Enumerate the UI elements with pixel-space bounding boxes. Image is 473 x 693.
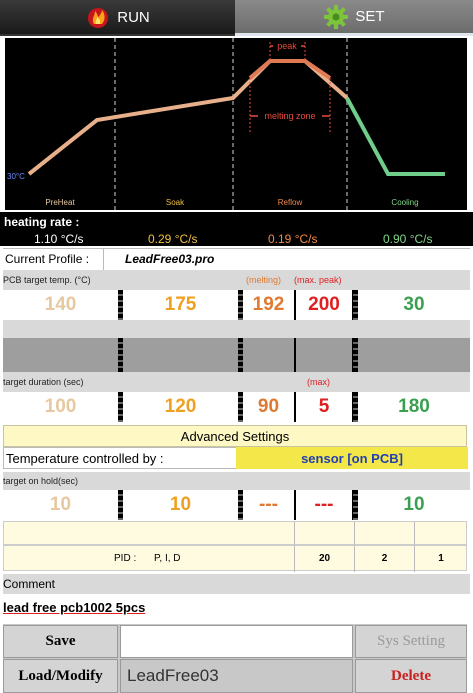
current-profile-label: Current Profile : [5,252,90,266]
column-separator [238,392,243,422]
temp-control-label: Temperature controlled by : [6,451,164,466]
pid-params: P, I, D [154,553,181,564]
reflow-profile-chart: peak melting zone 30°C PreHeat Soak Refl… [5,38,467,210]
peak-label: peak [277,41,297,51]
hold-soak-field[interactable]: 10 [123,490,238,520]
load-modify-button[interactable]: Load/Modify [3,659,118,693]
pid-i-field[interactable]: 2 [381,552,388,564]
temp-control-selector[interactable]: sensor [on PCB] [236,447,468,469]
pcb-temp-preheat-field[interactable]: 140 [3,290,118,320]
heating-rate-soak: 0.29 °C/s [148,232,198,246]
comment-label: Comment [3,577,56,591]
duration-header: target duration (sec) (max) [3,372,470,392]
column-separator [238,490,243,520]
pid-label: PID : [114,553,137,564]
hold-melting-field[interactable]: --- [243,490,294,520]
pcb-temp-peak-field[interactable]: 200 [296,290,352,320]
max-peak-label: (max. peak) [294,275,342,285]
delete-button[interactable]: Delete [355,659,467,693]
sys-setting-button[interactable]: Sys Setting [355,625,467,658]
pcb-temp-header: PCB target temp. (°C) (melting) (max. pe… [3,270,470,290]
heating-rate-reflow: 0.19 °C/s [268,232,318,246]
pid-row: PID : P, I, D 20 2 1 [3,545,467,572]
duration-soak-field[interactable]: 120 [123,392,238,422]
reflow-curve [248,59,332,80]
comment-text: lead free pcb1002 5pcs [3,600,146,615]
save-button[interactable]: Save [3,625,118,658]
pcb-temp-melting-field[interactable]: 192 [243,290,294,320]
duration-preheat-field[interactable]: 100 [3,392,118,422]
current-profile-name: LeadFree03.pro [125,252,215,266]
tab-set-label: SET [355,8,385,25]
pcb-temp-soak-field[interactable]: 175 [123,290,238,320]
column-separator [238,290,243,320]
hold-preheat-field[interactable]: 10 [3,490,118,520]
melting-label: (melting) [246,275,282,285]
temp-control-row: Temperature controlled by : sensor [on P… [3,447,468,469]
column-separator [118,338,123,372]
hold-label: target on hold(sec) [3,476,79,486]
grey-band [3,338,470,372]
zone-label-reflow: Reflow [278,198,303,207]
pcb-temp-row: 140 175 192 200 30 [3,290,470,320]
zone-label-preheat: PreHeat [45,198,75,207]
pcb-temp-cooling-field[interactable]: 30 [358,290,470,320]
profile-select[interactable]: LeadFree03 [120,659,353,693]
spacer-row [3,320,470,338]
tab-run-label: RUN [117,8,150,26]
comment-header: Comment [3,574,470,594]
zone-label-soak: Soak [166,198,185,207]
melting-zone-label: melting zone [264,111,315,121]
pid-spacer [3,521,467,546]
duration-max-label: (max) [307,377,330,387]
duration-melting-field[interactable]: 90 [243,392,294,422]
column-separator [353,338,358,372]
column-separator [118,290,123,320]
fire-icon [88,8,109,28]
duration-row: 100 120 90 5 180 [3,392,470,422]
hold-cooling-field[interactable]: 10 [358,490,470,520]
hold-header: target on hold(sec) [3,472,470,490]
gear-icon [324,4,349,29]
cooling-curve [345,97,445,176]
start-temp-label: 30°C [7,172,25,181]
duration-peak-field[interactable]: 5 [296,392,352,422]
heating-rate-cooling: 0.90 °C/s [383,232,433,246]
duration-cooling-field[interactable]: 180 [358,392,470,422]
column-separator [238,338,243,372]
hold-row: 10 10 --- --- 10 [3,490,470,520]
current-profile-row: Current Profile : LeadFree03.pro [3,248,470,272]
column-separator [353,290,358,320]
column-separator [353,392,358,422]
comment-field[interactable]: lead free pcb1002 5pcs [3,594,467,624]
tab-run[interactable]: RUN [0,0,235,36]
heating-rate-label: heating rate : [4,215,80,229]
duration-label: target duration (sec) [3,377,84,387]
column-separator [118,392,123,422]
heating-rate-row: heating rate : 1.10 °C/s 0.29 °C/s 0.19 … [0,212,473,246]
pcb-temp-label: PCB target temp. (°C) [3,275,91,285]
pid-d-field[interactable]: 1 [438,552,444,564]
column-separator [353,490,358,520]
pid-p-field[interactable]: 20 [318,552,331,564]
save-name-field[interactable] [120,625,353,658]
tab-set[interactable]: SET [235,0,473,36]
heating-rate-preheat: 1.10 °C/s [34,232,84,246]
advanced-settings-header[interactable]: Advanced Settings [3,425,467,447]
column-separator [118,490,123,520]
hold-peak-field[interactable]: --- [296,490,352,520]
zone-label-cooling: Cooling [391,198,418,207]
